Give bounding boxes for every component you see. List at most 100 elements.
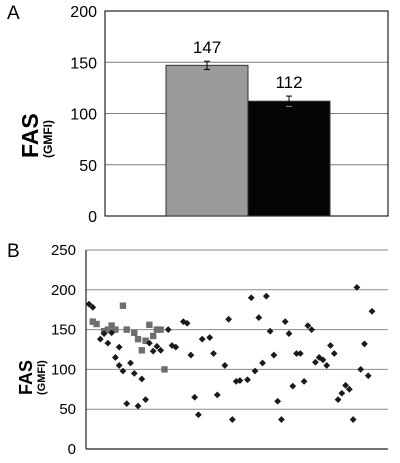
panel-b-diamond-point: [251, 367, 259, 375]
panel-b-diamond-point: [149, 347, 157, 355]
panel-b-square-point: [112, 326, 119, 333]
panel-b-diamond-point: [364, 372, 372, 380]
panel-b-square-point: [123, 326, 130, 333]
panel-b-diamond-point: [323, 362, 331, 369]
panel-b-diamond-point: [115, 362, 123, 369]
panel-b-diamond-point: [345, 385, 353, 393]
panel-b-ytick-label: 0: [68, 441, 76, 458]
panel-b-diamond-point: [142, 396, 149, 404]
panel-b-square-point: [134, 335, 142, 343]
panel-b-diamond-point: [195, 411, 202, 419]
panel-b-diamond-point: [130, 369, 138, 377]
panel-b-square-point: [149, 332, 157, 340]
panel-b-diamond-point: [278, 416, 285, 423]
panel-b-square-point: [108, 322, 115, 329]
panel-b-diamond-point: [262, 292, 270, 300]
panel-b-letter: B: [7, 241, 20, 262]
panel-b-diamond-point: [187, 351, 195, 359]
panel-a-ytick-label: 150: [70, 55, 97, 72]
panel-b-diamond-point: [289, 382, 297, 390]
panel-b-square-point: [138, 347, 146, 354]
panel-b-diamond-point: [206, 334, 214, 341]
panel-b-diamond-point: [319, 356, 327, 364]
panel-b-ytick-label: 250: [51, 242, 76, 259]
panel-b-diamond-point: [210, 350, 217, 357]
panel-b-diamond-point: [225, 315, 233, 323]
panel-b-diamond-point: [296, 350, 304, 357]
panel-b-diamond-point: [236, 377, 244, 384]
panel-b-ytick-label: 200: [51, 282, 76, 299]
panel-b-diamond-point: [259, 359, 266, 367]
panel-b-diamond-point: [191, 393, 199, 401]
panel-a-ytick-label: 50: [79, 158, 97, 175]
panel-b-diamond-point: [119, 367, 127, 375]
panel-b-diamond-point: [293, 350, 300, 357]
panel-b-diamond-point: [357, 366, 365, 373]
panel-b-diamond-point: [85, 300, 93, 308]
panel-b-ytick-label: 100: [51, 361, 76, 378]
panel-b-diamond-point: [172, 343, 180, 351]
panel-b-diamond-point: [96, 335, 104, 343]
panel-b-diamond-point: [274, 397, 282, 405]
panel-b-diamond-point: [361, 340, 368, 348]
panel-b-square-point: [131, 329, 138, 336]
panel-b-square-point: [104, 326, 112, 333]
panel-b-square-point: [89, 318, 96, 325]
panel-b-diamond-point: [108, 329, 116, 337]
panel-b-diamond-point: [247, 294, 255, 302]
panel-b-diamond-point: [349, 416, 357, 423]
panel-b-diamond-point: [198, 335, 206, 343]
panel-b-diamond-point: [266, 327, 274, 335]
panel-b-diamond-point: [327, 342, 334, 349]
panel-b-diamond-point: [138, 375, 146, 383]
panel-a-ytick-label: 0: [88, 209, 97, 226]
panel-b-square-point: [161, 366, 168, 373]
panel-b-diamond-point: [228, 416, 236, 423]
panel-b-diamond-point: [104, 339, 112, 347]
panel-a-data-label: 112: [275, 73, 302, 92]
panel-b-square-point: [153, 326, 161, 333]
panel-b-diamond-point: [308, 326, 316, 333]
panel-b-diamond-point: [134, 402, 142, 410]
panel-a-bar: [247, 100, 331, 217]
panel-a-letter: A: [7, 3, 20, 24]
panel-b-diamond-point: [330, 350, 338, 357]
panel-b-diamond-point: [244, 376, 251, 384]
panel-b-diamond-point: [153, 342, 161, 350]
panel-b-diamond-point: [304, 322, 312, 330]
panel-b-square-point: [146, 321, 153, 329]
panel-b-diamond-point: [115, 343, 123, 351]
panel-b-diamond-point: [285, 330, 293, 337]
panel-b-diamond-point: [312, 358, 319, 366]
panel-b-diamond-point: [127, 359, 134, 367]
panel-a-bar: [165, 64, 249, 217]
panel-a-ytick-label: 200: [70, 4, 97, 21]
panel-b-diamond-point: [255, 314, 263, 322]
panel-b-diamond-point: [100, 330, 108, 337]
panel-b-square-point: [119, 302, 127, 309]
panel-b-square-point: [142, 337, 149, 344]
panel-b-square-point: [157, 326, 164, 333]
panel-b-diamond-point: [112, 354, 119, 361]
panel-b-diamond-point: [183, 319, 191, 327]
panel-b-diamond-point: [89, 303, 97, 311]
panel-a-data-label: 147: [193, 38, 221, 57]
panel-b-diamond-point: [145, 339, 153, 347]
panel-b-diamond-point: [164, 326, 172, 333]
panel-b-diamond-point: [334, 396, 342, 404]
panel-b-diamond-point: [300, 377, 308, 385]
panel-b-ytick-label: 50: [59, 401, 76, 418]
panel-b-diamond-point: [338, 389, 346, 397]
panel-b-diamond-point: [342, 381, 349, 389]
panel-b-diamond-point: [123, 400, 131, 408]
panel-b-diamond-point: [221, 362, 229, 369]
panel-b-diamond-point: [281, 318, 289, 326]
panel-a-ytick-label: 100: [70, 107, 97, 124]
panel-b-diamond-point: [353, 284, 361, 291]
panel-b-ytick-label: 150: [51, 322, 76, 339]
panel-b-diamond-point: [270, 351, 278, 359]
panel-b-square-point: [93, 320, 100, 328]
panel-b-diamond-point: [157, 346, 165, 354]
panel-b-diamond-point: [368, 307, 376, 315]
